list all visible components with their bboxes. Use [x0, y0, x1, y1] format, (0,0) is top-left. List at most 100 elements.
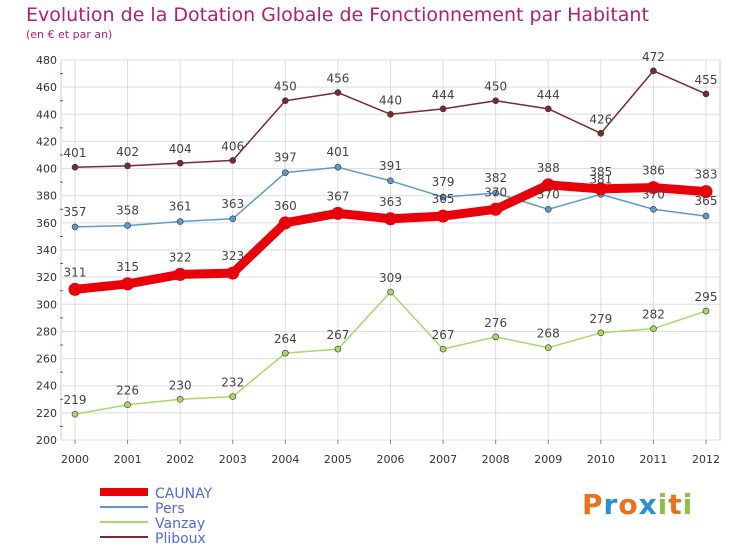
logo-letter: o: [618, 488, 639, 521]
data-point-caunay: [436, 209, 450, 223]
y-tick-label: 480: [36, 54, 57, 67]
data-label-caunay: 311: [64, 265, 87, 279]
data-label-pliboux: 455: [695, 73, 718, 87]
data-point-caunay: [594, 182, 608, 196]
data-point-pliboux: [439, 105, 447, 113]
data-label-pers: 381: [589, 172, 612, 186]
data-label-vanzay: 282: [642, 308, 665, 322]
data-label-vanzay: 232: [221, 376, 244, 390]
data-point-caunay: [68, 282, 82, 296]
data-label-caunay: 383: [695, 168, 718, 182]
x-tick-label: 2005: [324, 453, 352, 466]
data-point-vanzay: [176, 395, 184, 403]
data-point-pliboux: [387, 110, 394, 118]
data-label-pers: 370: [537, 187, 560, 201]
data-label-caunay: 360: [274, 199, 297, 213]
y-tick-label: 340: [36, 244, 57, 257]
data-point-pliboux: [492, 97, 499, 105]
data-label-caunay: 322: [169, 250, 192, 264]
data-point-pliboux: [176, 159, 184, 167]
y-tick-label: 360: [36, 217, 57, 230]
y-tick-label: 440: [36, 108, 57, 121]
data-point-vanzay: [650, 325, 657, 333]
data-point-pliboux: [71, 163, 79, 171]
y-tick-label: 420: [36, 135, 57, 148]
x-tick-label: 2003: [219, 453, 247, 466]
data-label-pers: 382: [484, 171, 507, 185]
data-label-pliboux: 444: [432, 88, 455, 102]
data-label-pers: 401: [326, 145, 349, 159]
y-tick-label: 260: [36, 353, 57, 366]
data-point-caunay: [278, 216, 292, 230]
x-tick-label: 2006: [377, 453, 405, 466]
logo-letter: r: [603, 488, 619, 521]
data-point-pers: [650, 205, 657, 213]
data-point-pliboux: [650, 67, 657, 75]
data-point-caunay: [699, 185, 713, 199]
data-label-pers: 370: [642, 187, 665, 201]
logo-letter: i: [682, 488, 694, 521]
y-tick-label: 220: [36, 407, 57, 420]
x-tick-label: 2010: [587, 453, 615, 466]
data-label-pliboux: 472: [642, 50, 665, 64]
data-point-vanzay: [282, 349, 289, 357]
data-label-vanzay: 264: [274, 332, 297, 346]
data-label-pliboux: 444: [537, 88, 560, 102]
data-point-caunay: [489, 202, 503, 216]
data-point-vanzay: [124, 401, 131, 409]
data-label-pliboux: 450: [484, 80, 507, 94]
data-label-caunay: 365: [432, 192, 455, 206]
axis-layer: 200 220 240 260 280 300 320 340 360 380 400 420 440 4…: [36, 54, 720, 466]
series-layer: [68, 67, 713, 418]
data-label-pliboux: 406: [221, 139, 244, 153]
data-point-vanzay: [492, 333, 499, 341]
data-point-vanzay: [597, 329, 605, 337]
chart-subtitle: (en € et par an): [26, 28, 113, 41]
data-point-pers: [71, 223, 79, 231]
y-tick-label: 300: [36, 298, 57, 311]
data-point-vanzay: [544, 344, 552, 352]
data-point-pliboux: [597, 129, 605, 137]
data-label-pers: 365: [695, 194, 718, 208]
data-point-pers: [124, 222, 131, 229]
data-label-vanzay: 279: [589, 312, 612, 326]
data-point-vanzay: [387, 288, 394, 296]
x-tick-label: 2009: [534, 453, 562, 466]
data-point-pliboux: [282, 97, 289, 105]
data-point-vanzay: [334, 345, 342, 353]
logo-letter: x: [638, 488, 658, 521]
data-point-caunay: [331, 206, 345, 220]
data-point-caunay: [173, 267, 187, 281]
legend-label-pers: Pers: [155, 501, 185, 517]
data-point-pliboux: [702, 90, 710, 98]
data-label-caunay: 363: [379, 195, 402, 209]
data-point-pliboux: [229, 157, 237, 164]
data-label-caunay: 367: [326, 189, 349, 203]
data-label-pliboux: 456: [326, 72, 349, 86]
data-point-pers: [439, 193, 447, 201]
data-label-caunay: 385: [589, 165, 612, 179]
y-tick-label: 400: [36, 163, 57, 176]
x-tick-label: 2011: [639, 453, 667, 466]
data-point-pers: [229, 215, 237, 223]
y-tick-label: 320: [36, 271, 57, 284]
data-label-caunay: 315: [116, 260, 139, 274]
y-tick-label: 460: [36, 81, 57, 94]
data-label-pliboux: 404: [169, 142, 192, 156]
data-label-pliboux: 440: [379, 93, 402, 107]
logo-letter: P: [582, 488, 604, 521]
x-tick-label: 2000: [61, 453, 89, 466]
data-point-pers: [702, 212, 710, 220]
data-label-caunay: 370: [484, 185, 507, 199]
data-point-pers: [544, 205, 552, 213]
data-label-vanzay: 226: [116, 384, 139, 398]
data-label-pliboux: 401: [64, 146, 87, 160]
data-label-pers: 391: [379, 159, 402, 173]
data-label-vanzay: 219: [64, 393, 87, 407]
chart-title: Evolution de la Dotation Globale de Fonc…: [26, 4, 649, 26]
data-label-pliboux: 402: [116, 145, 139, 159]
x-tick-label: 2007: [429, 453, 457, 466]
data-label-caunay: 388: [537, 161, 560, 175]
